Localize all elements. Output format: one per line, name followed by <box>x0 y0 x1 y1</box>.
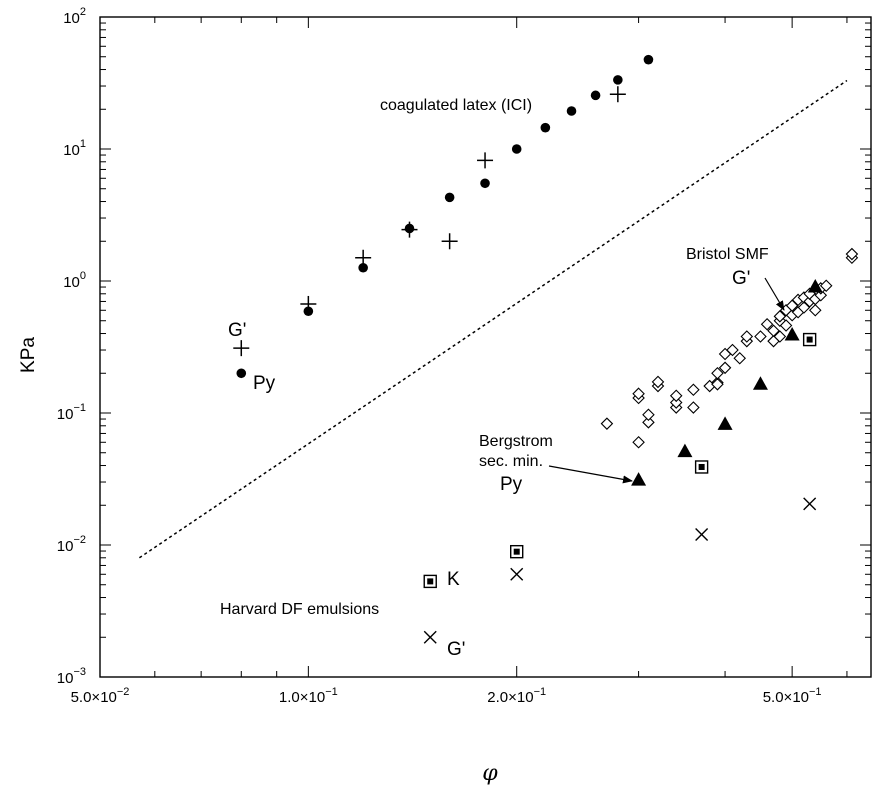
plus-marker <box>477 152 494 169</box>
diamond-marker <box>642 408 655 422</box>
diamond-marker <box>726 343 739 357</box>
annotation-coagulated-latex: coagulated latex (ICI) <box>380 97 532 114</box>
plus-marker <box>609 86 626 103</box>
reference-dotted-line <box>138 79 848 559</box>
diamond-marker <box>718 361 732 375</box>
x-tick-label: 5.0×10−2 <box>71 686 130 706</box>
axis-tick-labels: 10−3 10−2 10−1 100 101 102 5.0×10−2 1.0×10−1 2.0… <box>57 6 822 706</box>
cross-marker <box>803 497 817 511</box>
annotation-g-prime-harvard: G' <box>447 639 465 660</box>
boxed-square-marker <box>802 332 817 347</box>
inner-square <box>806 336 813 343</box>
plus-marker <box>233 340 250 357</box>
triangle-marker <box>752 376 768 390</box>
annotation-py-bergstrom: Py <box>500 474 523 495</box>
diamond-marker <box>740 330 754 343</box>
dot-marker <box>303 306 314 317</box>
diamond-marker <box>754 330 767 343</box>
y-tick-label: 10−1 <box>57 402 86 423</box>
x-tick-label: 2.0×10−1 <box>487 686 546 706</box>
annotation-bristol-smf: Bristol SMF <box>686 246 769 263</box>
diamond-marker <box>773 330 787 343</box>
y-tick-label: 100 <box>63 270 86 291</box>
y-tick-label: 10−3 <box>57 666 86 687</box>
dot-marker <box>613 75 623 85</box>
plot-frame <box>99 16 872 678</box>
boxed-square-marker <box>510 544 524 559</box>
y-tick-label: 101 <box>63 138 86 159</box>
diamond-marker <box>600 417 614 430</box>
diamond-marker <box>711 366 724 380</box>
plus-marker <box>441 233 458 250</box>
cross-stroke <box>510 567 524 581</box>
diamond-marker <box>669 389 683 403</box>
triangle-marker <box>784 326 800 341</box>
x-tick-label: 1.0×10−1 <box>279 686 338 706</box>
triangle-marker <box>631 472 647 486</box>
x-axis-label: φ <box>482 761 498 786</box>
inner-square <box>427 578 434 585</box>
y-axis-label: KPa <box>18 337 39 373</box>
diamond-marker <box>632 387 645 400</box>
dot-marker <box>358 262 368 273</box>
diamond-marker <box>760 318 774 331</box>
annotation-g-prime-bristol: G' <box>732 268 750 289</box>
diamond-marker <box>767 324 780 338</box>
dot-marker <box>511 144 522 154</box>
cross-stroke <box>695 528 709 542</box>
dot-marker <box>643 54 654 65</box>
triangle-marker <box>677 443 693 458</box>
diamond-marker <box>733 351 747 365</box>
dot-marker <box>590 90 601 101</box>
diamond-marker <box>642 416 655 429</box>
cross-marker <box>423 630 437 644</box>
dot-marker <box>540 122 551 133</box>
dot-marker <box>236 368 247 379</box>
diamond-marker <box>785 299 799 312</box>
diamond-marker <box>711 378 724 391</box>
boxed-square-marker <box>423 574 437 589</box>
arrow-bristol <box>764 277 785 311</box>
diamond-marker <box>808 304 822 317</box>
cross-marker <box>510 567 524 581</box>
y-tick-label: 102 <box>63 6 86 27</box>
diamond-marker <box>779 319 793 332</box>
diamond-marker <box>814 288 828 302</box>
dot-marker <box>444 192 455 203</box>
axis-ticks <box>99 17 871 678</box>
diamond-marker <box>687 401 700 414</box>
x-tick-label: 5.0×10−1 <box>763 686 822 706</box>
diamond-marker <box>845 247 859 261</box>
diamond-marker <box>773 310 787 323</box>
boxed-square-marker <box>694 460 709 474</box>
data-markers <box>233 54 859 644</box>
dot-marker <box>480 178 490 189</box>
inner-square <box>513 548 520 555</box>
annotation-k: K <box>447 569 460 590</box>
annotation-sec-min: sec. min. <box>479 453 543 470</box>
dot-marker <box>404 223 415 234</box>
annotation-bergstrom: Bergstrom <box>479 433 553 450</box>
y-tick-label: 10−2 <box>57 534 86 555</box>
annotation-harvard: Harvard DF emulsions <box>220 601 379 618</box>
inner-square <box>698 463 705 470</box>
diamond-marker <box>687 383 700 397</box>
annotation-py-left: Py <box>253 373 276 394</box>
triangle-marker <box>807 279 823 293</box>
diamond-marker <box>651 375 665 389</box>
diamond-marker <box>819 279 833 293</box>
cross-stroke <box>423 630 437 644</box>
arrow-bergstrom <box>548 465 633 484</box>
diamond-marker <box>632 436 645 449</box>
cross-stroke <box>803 497 817 511</box>
diamond-marker <box>669 396 683 409</box>
dot-marker <box>566 106 577 116</box>
annotation-g-prime-left: G' <box>228 320 246 341</box>
triangle-marker <box>717 416 733 430</box>
cross-marker <box>695 528 709 542</box>
